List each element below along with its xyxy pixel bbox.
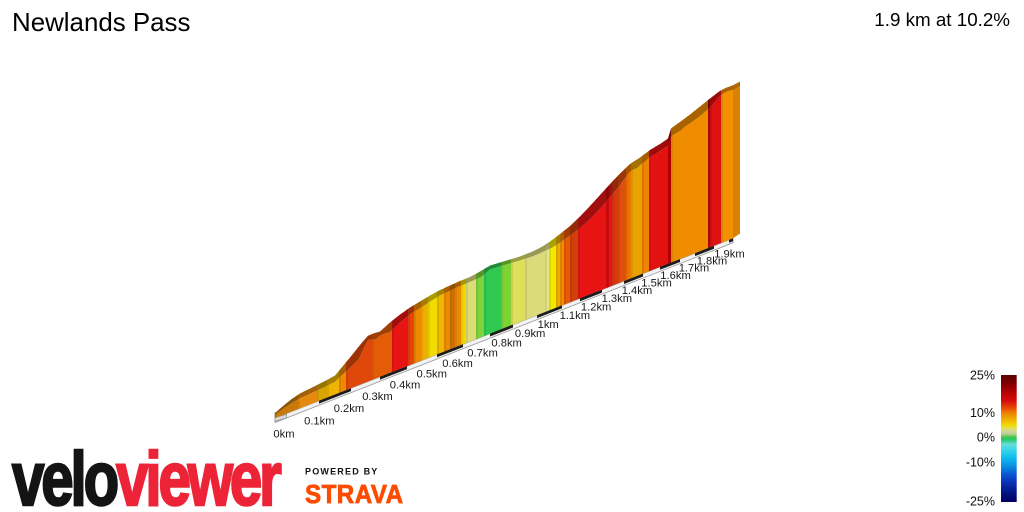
svg-text:1.5km: 1.5km [641,277,671,289]
svg-text:0.4km: 0.4km [390,380,420,392]
svg-text:1.6km: 1.6km [660,270,690,282]
svg-text:0.6km: 0.6km [442,358,472,370]
svg-text:0.9km: 0.9km [515,328,545,340]
svg-text:0%: 0% [977,431,995,445]
svg-text:-25%: -25% [966,495,995,509]
svg-text:0.3km: 0.3km [362,391,392,403]
svg-text:-10%: -10% [966,456,995,470]
svg-text:1.9km: 1.9km [714,249,744,261]
svg-text:Newlands Pass: Newlands Pass [12,9,190,37]
svg-text:10%: 10% [970,406,995,420]
svg-text:STRAVA: STRAVA [305,480,404,509]
svg-text:0km: 0km [273,428,294,440]
svg-text:0.8km: 0.8km [491,338,521,350]
svg-text:0.1km: 0.1km [304,415,334,427]
svg-text:1.1km: 1.1km [560,310,590,322]
svg-text:0.2km: 0.2km [334,403,364,415]
svg-text:1.2km: 1.2km [581,302,611,314]
svg-text:1.7km: 1.7km [679,263,709,275]
svg-text:25%: 25% [970,369,995,383]
svg-text:1.9 km at 10.2%: 1.9 km at 10.2% [874,9,1010,30]
svg-text:0.5km: 0.5km [417,368,447,380]
svg-text:veloviewer: veloviewer [12,438,282,512]
svg-text:1.8km: 1.8km [697,256,727,268]
svg-text:1.4km: 1.4km [622,285,652,297]
svg-text:1km: 1km [538,319,559,331]
svg-text:0.7km: 0.7km [467,348,497,360]
svg-text:POWERED BY: POWERED BY [305,467,379,477]
svg-text:1.3km: 1.3km [602,293,632,305]
